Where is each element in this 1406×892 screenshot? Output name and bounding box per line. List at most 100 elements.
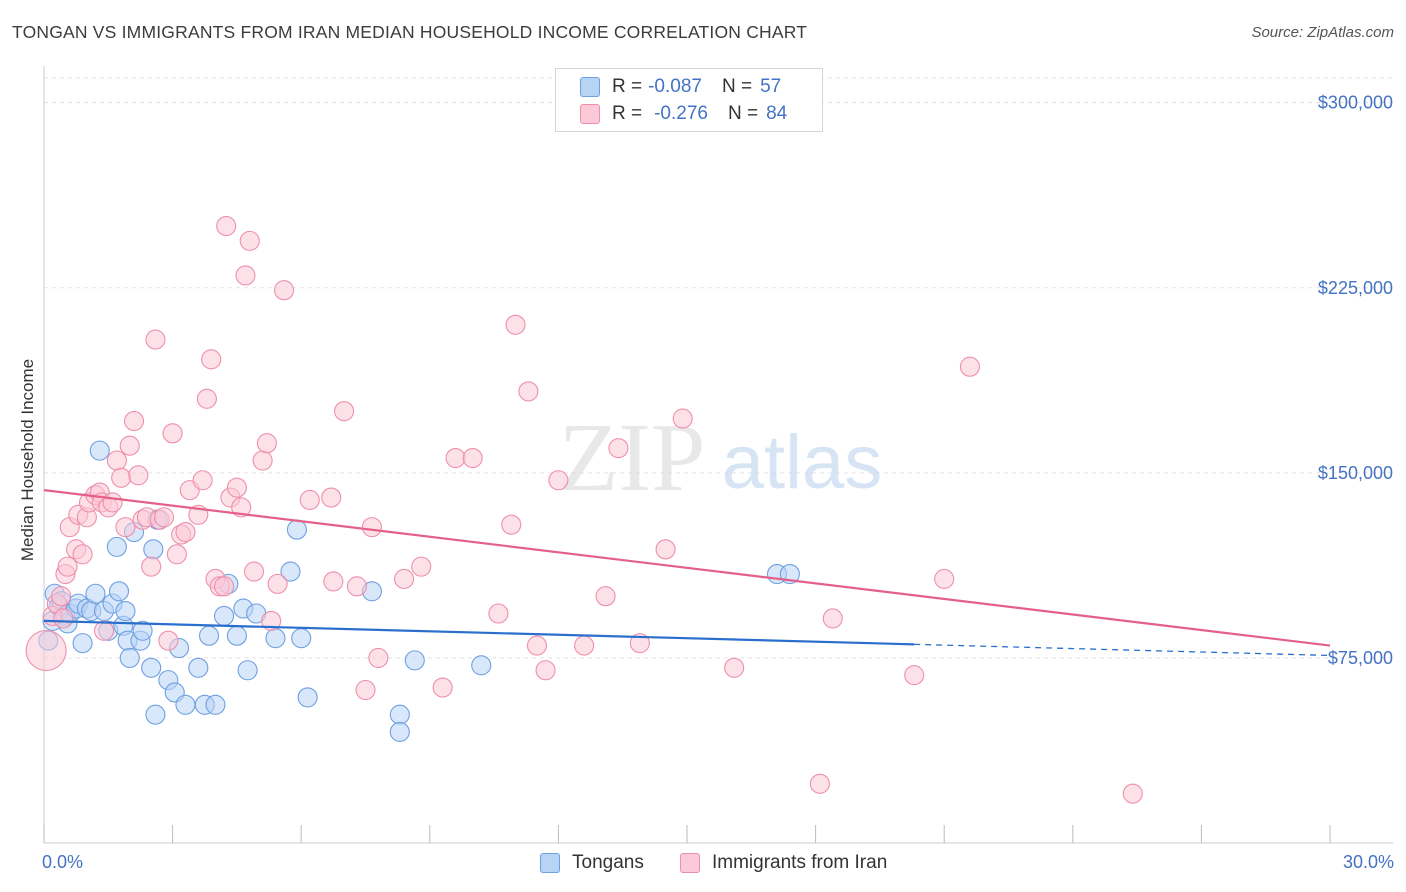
point-iran — [574, 635, 595, 656]
point-tongans — [389, 721, 410, 743]
point-tongans — [286, 519, 307, 540]
y-tick-label: $225,000 — [1318, 278, 1393, 298]
legend-label-iran: Immigrants from Iran — [712, 852, 888, 873]
point-tongans — [471, 655, 492, 676]
point-iran — [274, 280, 295, 301]
point-iran — [355, 679, 376, 701]
point-tongans — [297, 687, 318, 708]
point-iran — [323, 571, 344, 592]
point-iran — [368, 647, 389, 668]
point-iran — [267, 573, 288, 594]
y-tick-label: $150,000 — [1318, 463, 1393, 483]
y-tick-label: $300,000 — [1318, 93, 1393, 113]
y-axis-label: Median Household Income — [18, 358, 37, 562]
point-iran — [445, 447, 466, 469]
point-iran — [959, 356, 980, 377]
legend-swatch-iran — [680, 853, 700, 873]
n-value-iran: 84 — [766, 103, 788, 124]
point-tongans — [145, 704, 166, 725]
point-iran — [321, 487, 342, 508]
legend-item-iran: Immigrants from Iran — [680, 852, 887, 874]
point-iran — [394, 568, 415, 590]
correlation-legend: R = -0.087 N = 57 R = -0.276 N = 84 — [555, 68, 823, 132]
point-tongans — [226, 625, 247, 646]
point-iran — [128, 465, 149, 486]
point-iran — [655, 539, 676, 560]
point-tongans — [115, 600, 136, 622]
point-iran — [239, 230, 260, 251]
point-iran — [256, 433, 277, 454]
point-iran — [1122, 783, 1143, 804]
legend-row-iran: R = -0.276 N = 84 — [580, 102, 787, 126]
r-value-tongans: -0.087 — [648, 76, 702, 97]
trend-line-tongans-extension — [914, 643, 1331, 657]
point-iran — [243, 561, 265, 582]
point-iran — [192, 470, 213, 491]
point-iran — [505, 314, 526, 335]
n-label: N = — [727, 103, 759, 124]
point-iran — [672, 408, 693, 429]
point-iran — [809, 773, 830, 794]
point-tongans — [132, 620, 153, 641]
watermark: ZIP atlas — [559, 404, 883, 512]
point-iran — [235, 265, 256, 286]
point-iran — [411, 556, 432, 577]
point-iran — [106, 450, 127, 471]
chart-title: TONGAN VS IMMIGRANTS FROM IRAN MEDIAN HO… — [12, 22, 808, 42]
point-tongans — [291, 628, 312, 649]
point-iran — [934, 568, 955, 590]
point-tongans — [72, 633, 93, 654]
point-iran — [123, 410, 145, 432]
n-label: N = — [721, 76, 753, 97]
point-tongans — [198, 625, 220, 646]
y-tick-label: $75,000 — [1328, 648, 1393, 668]
point-iran — [462, 447, 483, 469]
y-tick-labels: $75,000 $150,000 $225,000 $300,000 — [1318, 93, 1393, 668]
point-iran — [595, 586, 616, 607]
point-iran — [518, 381, 539, 402]
point-tongans — [175, 694, 196, 715]
point-tongans — [404, 650, 425, 671]
point-iran — [361, 517, 382, 538]
point-tongans — [89, 440, 110, 461]
point-iran — [231, 497, 252, 518]
point-iran — [904, 665, 925, 686]
point-tongans — [143, 539, 164, 560]
point-iran — [141, 556, 162, 577]
trend-lines — [43, 489, 1331, 657]
point-tongans — [237, 660, 258, 681]
point-iran — [216, 216, 237, 237]
legend-swatch-iran — [580, 104, 600, 124]
point-iran — [25, 629, 67, 672]
trend-line-tongans — [43, 619, 915, 646]
point-tongans — [108, 581, 130, 602]
source-label: Source: ZipAtlas.com — [1251, 24, 1394, 41]
point-tongans — [85, 583, 106, 604]
x-tick-max: 30.0% — [1342, 852, 1394, 872]
point-iran — [334, 401, 355, 422]
point-iran — [158, 630, 179, 651]
series-legend: Tongans Immigrants from Iran — [0, 852, 1406, 876]
r-label: R = — [612, 103, 643, 124]
point-iran — [535, 660, 556, 681]
point-iran — [51, 586, 72, 607]
point-iran — [153, 507, 175, 528]
point-iran — [346, 576, 367, 597]
x-tick-min: 0.0% — [42, 852, 84, 872]
point-iran — [261, 610, 282, 631]
legend-label-tongans: Tongans — [572, 852, 644, 873]
r-value-iran: -0.276 — [654, 103, 708, 124]
point-iran — [252, 450, 273, 471]
point-iran — [213, 576, 235, 597]
point-iran — [166, 544, 187, 565]
point-tongans — [205, 694, 226, 715]
point-iran — [629, 633, 650, 654]
point-iran — [226, 477, 247, 498]
axes — [43, 66, 1393, 844]
point-iran — [175, 522, 196, 543]
point-iran — [724, 657, 745, 678]
point-iran — [526, 635, 548, 656]
point-tongans — [106, 536, 127, 557]
point-iran — [145, 329, 166, 350]
